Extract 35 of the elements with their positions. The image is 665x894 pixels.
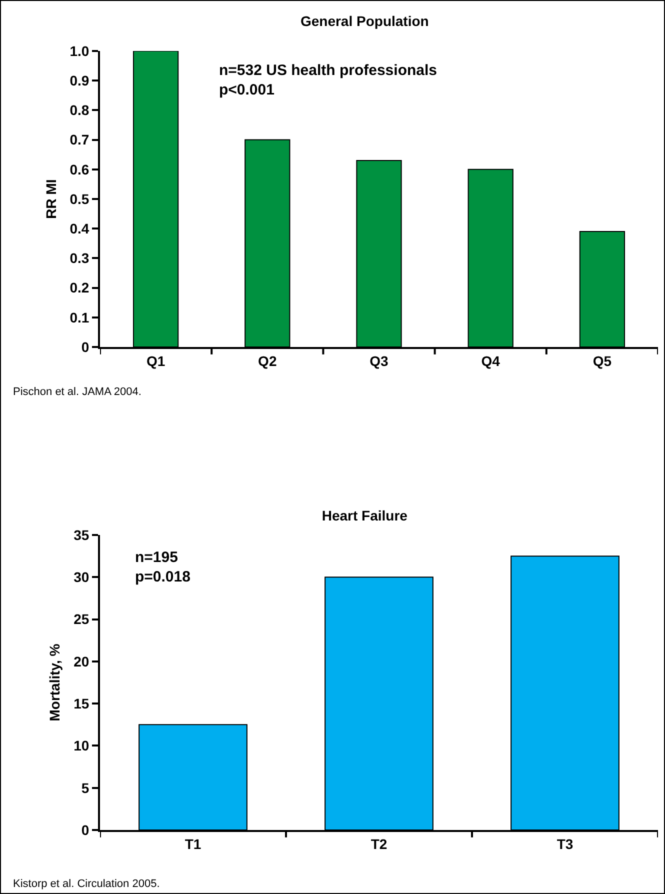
y-tick-label: 0.9 bbox=[70, 72, 90, 88]
y-tick-label: 1.0 bbox=[70, 42, 90, 59]
y-tick-label: 25 bbox=[74, 611, 90, 628]
y-tick-label: 0.2 bbox=[70, 280, 90, 296]
x-tick-label: T3 bbox=[556, 836, 574, 852]
annotation: n=532 US health professionals p<0.001 bbox=[219, 62, 437, 98]
x-tick-label: T1 bbox=[184, 836, 202, 852]
y-axis-title: RR MI bbox=[42, 179, 59, 219]
y-tick-label: 5 bbox=[81, 780, 90, 796]
x-tick-label: Q2 bbox=[258, 352, 277, 369]
x-tick-label: Q3 bbox=[370, 352, 389, 369]
y-tick-label: 0.8 bbox=[70, 102, 90, 118]
y-tick-label: 0.3 bbox=[70, 250, 90, 266]
x-tick-label: T2 bbox=[370, 836, 388, 852]
y-tick-label: 0.5 bbox=[70, 190, 90, 207]
x-tick-label: Q1 bbox=[146, 352, 166, 369]
y-tick-label: 35 bbox=[74, 526, 90, 543]
y-tick-label: 0 bbox=[81, 822, 90, 838]
text: Kistorp et al. Circulation 2005. bbox=[13, 878, 160, 890]
y-tick-label: 15 bbox=[74, 695, 90, 712]
text: Pischon et al. JAMA 2004. bbox=[13, 386, 142, 398]
y-tick-label: 20 bbox=[74, 653, 90, 670]
y-axis-title: Mortality, % bbox=[46, 643, 63, 722]
y-tick-label: 0.1 bbox=[70, 309, 90, 326]
x-tick-label: Q4 bbox=[481, 352, 500, 369]
y-tick-label: 30 bbox=[74, 569, 90, 586]
x-tick-label: Q5 bbox=[592, 352, 612, 369]
chart-title: General Population bbox=[300, 12, 429, 29]
y-tick-label: 10 bbox=[74, 738, 90, 754]
y-tick-label: 0 bbox=[81, 338, 90, 355]
chart-title: Heart Failure bbox=[322, 508, 408, 524]
y-tick-label: 0.4 bbox=[70, 220, 90, 236]
y-tick-label: 0.7 bbox=[70, 132, 90, 148]
annotation: n=195 p=0.018 bbox=[135, 549, 190, 586]
y-tick-label: 0.6 bbox=[70, 161, 90, 178]
